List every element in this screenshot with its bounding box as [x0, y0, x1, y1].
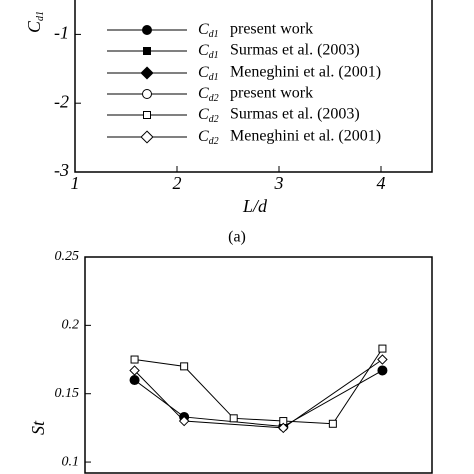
subscript: d1 — [209, 72, 219, 83]
marker — [278, 422, 289, 434]
symbol: C — [198, 85, 209, 102]
legend-label: Surmas et al. (2003) — [230, 42, 360, 59]
x-axis-label: L/d — [242, 196, 268, 216]
marker — [142, 25, 152, 35]
marker — [378, 344, 387, 353]
marker — [143, 111, 151, 119]
legend-symbol: Cd1 — [198, 42, 219, 62]
subscript: d1 — [209, 50, 219, 61]
series-line — [134, 348, 383, 425]
legend-label: present work — [230, 85, 313, 102]
symbol: C — [198, 106, 209, 123]
marker — [377, 354, 388, 365]
subscript: d1 — [209, 29, 219, 40]
marker — [130, 355, 139, 364]
marker — [142, 89, 152, 99]
marker — [140, 66, 154, 80]
symbol: C — [24, 20, 44, 33]
series-line — [134, 370, 383, 428]
legend-label: Meneghini et al. (2001) — [230, 128, 381, 145]
legend-label: Surmas et al. (2003) — [230, 106, 360, 123]
marker — [143, 47, 151, 55]
y-tick-label: 0.2 — [62, 318, 80, 333]
marker — [140, 130, 154, 144]
series-line — [134, 359, 383, 429]
marker — [129, 375, 140, 386]
plot-frame — [74, 0, 433, 173]
y-tick-label: -3 — [54, 160, 69, 180]
subscript: d2 — [209, 93, 219, 104]
subscript: d2 — [209, 136, 219, 147]
symbol: C — [198, 42, 209, 59]
subscript: d2 — [209, 114, 219, 125]
marker — [178, 415, 190, 427]
y-tick-label: 0.25 — [55, 249, 80, 264]
x-tick-label: 2 — [173, 173, 182, 193]
symbol: C — [198, 128, 209, 145]
y-tick-label: 0.15 — [55, 386, 80, 401]
caption: (a) — [228, 229, 246, 246]
y-tick-label: -1 — [54, 23, 69, 43]
y-axis-label: St — [28, 420, 48, 435]
legend-symbol: Cd2 — [198, 106, 219, 126]
legend-symbol: Cd1 — [198, 21, 219, 41]
marker — [129, 365, 140, 376]
legend-label: present work — [230, 21, 313, 38]
marker — [328, 419, 337, 428]
legend-symbol: Cd1 — [198, 64, 219, 84]
marker — [180, 362, 189, 371]
y-tick-label: -2 — [54, 91, 69, 111]
x-tick-label: 1 — [71, 173, 80, 193]
marker — [377, 365, 388, 376]
legend-label: Meneghini et al. (2001) — [230, 64, 381, 81]
y-tick-label: 0.1 — [62, 454, 80, 469]
x-tick-label: 4 — [377, 173, 386, 193]
symbol: C — [198, 21, 209, 38]
x-tick-label: 3 — [274, 173, 284, 193]
symbol: C — [198, 64, 209, 81]
y-axis-label: Cd1 — [24, 11, 46, 33]
legend-symbol: Cd2 — [198, 128, 219, 148]
plot-frame — [84, 256, 433, 474]
marker — [229, 414, 238, 423]
legend-symbol: Cd2 — [198, 85, 219, 105]
subscript: d1 — [35, 11, 46, 21]
